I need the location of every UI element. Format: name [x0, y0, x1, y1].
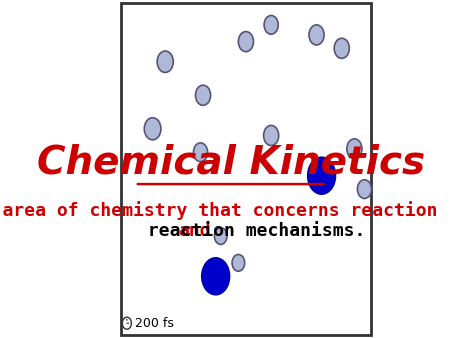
Circle shape	[214, 228, 227, 244]
Circle shape	[309, 25, 324, 45]
Text: 200 fs: 200 fs	[135, 317, 174, 330]
Circle shape	[357, 180, 372, 198]
Circle shape	[194, 143, 207, 162]
Text: Chemical Kinetics: Chemical Kinetics	[37, 143, 425, 181]
Text: reaction mechanisms.: reaction mechanisms.	[137, 222, 365, 240]
Circle shape	[347, 139, 362, 159]
Circle shape	[232, 255, 245, 271]
Circle shape	[334, 38, 349, 58]
Circle shape	[202, 258, 230, 295]
Circle shape	[238, 31, 253, 52]
Circle shape	[308, 157, 335, 194]
Circle shape	[144, 118, 161, 140]
Circle shape	[195, 85, 211, 105]
Circle shape	[264, 125, 279, 146]
Text: and: and	[178, 222, 211, 240]
Circle shape	[264, 16, 278, 34]
Text: The area of chemistry that concerns reaction rates: The area of chemistry that concerns reac…	[0, 201, 450, 220]
Circle shape	[157, 51, 173, 72]
